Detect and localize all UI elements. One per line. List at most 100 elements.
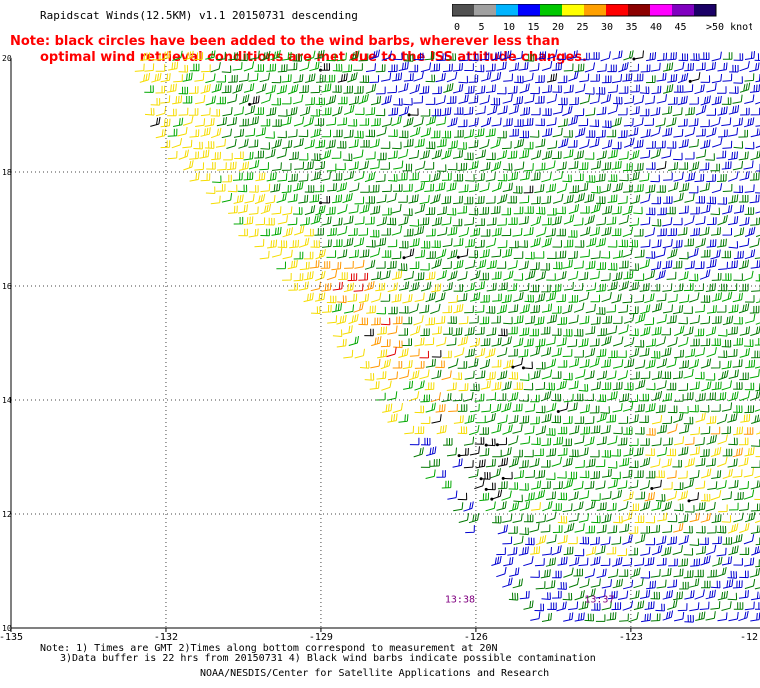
wind-barb bbox=[446, 182, 457, 192]
wind-barb bbox=[717, 86, 727, 94]
wind-barb bbox=[424, 183, 435, 192]
wind-barb bbox=[718, 129, 728, 138]
wind-barb bbox=[321, 107, 332, 116]
wind-barb bbox=[343, 349, 354, 359]
pass-time-label: 13:38 bbox=[445, 594, 475, 605]
wind-barb bbox=[326, 163, 337, 172]
wind-barb bbox=[662, 62, 674, 72]
wind-barb bbox=[744, 141, 755, 150]
wind-barb bbox=[739, 238, 750, 248]
wind-barb bbox=[622, 294, 633, 304]
wind-barb bbox=[513, 337, 524, 348]
wind-barb bbox=[552, 193, 564, 204]
wind-barb bbox=[744, 447, 755, 457]
wind-barb bbox=[414, 292, 425, 302]
wind-barb bbox=[732, 160, 744, 171]
wind-barb bbox=[507, 150, 518, 159]
wind-barb bbox=[700, 426, 711, 435]
wind-barb bbox=[452, 372, 463, 380]
wind-barb bbox=[650, 62, 661, 72]
wind-barb bbox=[201, 64, 211, 73]
wind-barb bbox=[474, 239, 485, 249]
wind-barb bbox=[700, 358, 712, 369]
wind-barb bbox=[496, 501, 507, 511]
wind-barb bbox=[441, 172, 452, 181]
wind-barb bbox=[651, 437, 662, 447]
lat-label: 10 bbox=[2, 624, 12, 633]
wind-barb bbox=[403, 73, 414, 82]
wind-barb bbox=[402, 163, 413, 172]
wind-barb bbox=[595, 589, 606, 599]
wind-barb bbox=[266, 63, 277, 72]
wind-barb bbox=[397, 263, 408, 272]
wind-barb bbox=[578, 338, 589, 348]
wind-barb bbox=[441, 216, 452, 226]
wind-barb bbox=[546, 273, 556, 281]
wind-barb bbox=[562, 457, 573, 468]
wind-barb bbox=[650, 107, 661, 117]
wind-barb bbox=[629, 63, 639, 72]
wind-barb bbox=[584, 347, 596, 358]
wind-barb bbox=[750, 107, 760, 116]
wind-barb bbox=[733, 204, 745, 214]
wind-barb bbox=[524, 294, 534, 303]
wind-barb bbox=[585, 326, 596, 335]
wind-barb bbox=[183, 160, 194, 171]
wind-barb bbox=[408, 64, 419, 73]
wind-barb bbox=[342, 64, 353, 73]
wind-barb bbox=[755, 537, 760, 546]
wind-barb bbox=[573, 568, 583, 577]
wind-barb bbox=[369, 160, 380, 170]
wind-barb bbox=[468, 207, 479, 216]
wind-barb bbox=[641, 613, 651, 623]
wind-barb bbox=[690, 338, 700, 347]
wind-barb bbox=[683, 84, 694, 93]
wind-barb bbox=[612, 403, 623, 413]
wind-barb bbox=[436, 424, 447, 435]
wind-barb bbox=[514, 161, 525, 171]
wind-barb bbox=[618, 324, 629, 335]
wind-barb bbox=[744, 249, 756, 260]
wind-barb bbox=[712, 536, 722, 545]
wind-barb bbox=[579, 536, 590, 545]
wind-barb bbox=[403, 380, 414, 390]
wind-barb bbox=[480, 294, 490, 303]
wind-barb bbox=[387, 371, 398, 381]
wind-barb bbox=[683, 368, 694, 379]
wind-barb bbox=[574, 435, 585, 445]
wind-barb bbox=[619, 393, 630, 403]
wind-barb bbox=[696, 128, 706, 137]
wind-barb bbox=[623, 270, 634, 280]
wind-barb bbox=[601, 335, 612, 347]
wind-barb bbox=[673, 61, 685, 72]
wind-barb bbox=[441, 480, 452, 489]
wind-barb bbox=[667, 599, 678, 610]
wind-barb bbox=[382, 403, 393, 413]
wind-barb bbox=[530, 149, 542, 160]
wind-barb bbox=[754, 587, 760, 590]
wind-barb bbox=[562, 478, 574, 490]
wind-barb bbox=[425, 402, 436, 413]
lon-label: -129 bbox=[309, 632, 333, 643]
wind-barb bbox=[756, 429, 760, 435]
wind-barb bbox=[446, 207, 457, 216]
wind-barb bbox=[332, 129, 343, 138]
wind-barb bbox=[485, 413, 496, 424]
wind-barb bbox=[567, 270, 579, 281]
wind-barb bbox=[457, 336, 468, 347]
wind-barb bbox=[223, 152, 233, 161]
wind-barb bbox=[512, 227, 523, 237]
wind-barb bbox=[195, 118, 206, 127]
wind-barb bbox=[623, 336, 635, 348]
wind-barb bbox=[463, 501, 474, 512]
wind-barb bbox=[540, 326, 551, 335]
quality-circle bbox=[248, 102, 252, 106]
wind-barb bbox=[211, 151, 221, 161]
wind-barb bbox=[651, 85, 662, 95]
wind-barb bbox=[391, 293, 402, 303]
wind-barb bbox=[530, 611, 541, 621]
wind-barb bbox=[523, 514, 534, 523]
wind-barb bbox=[706, 415, 717, 425]
wind-barb bbox=[695, 611, 706, 621]
wind-barb bbox=[589, 226, 600, 237]
